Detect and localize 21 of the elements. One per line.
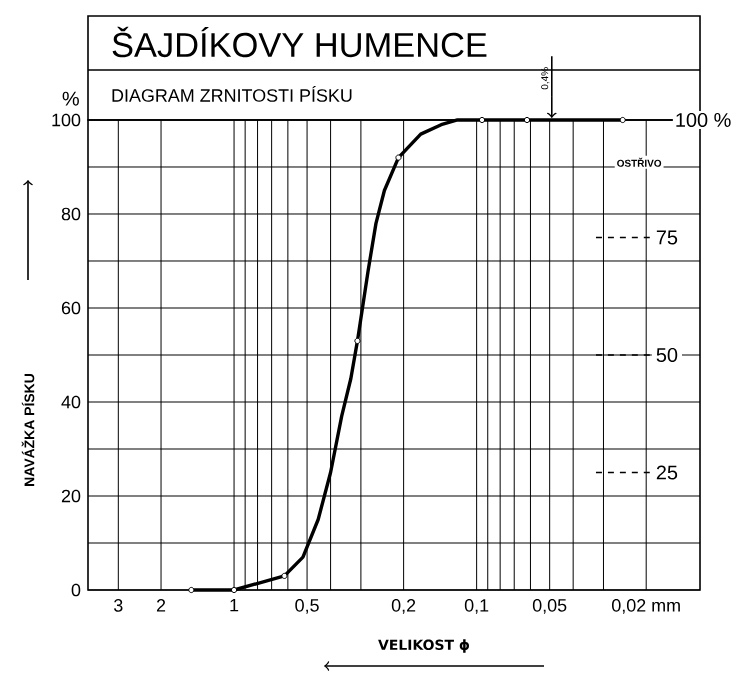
annotation: 100 % — [676, 112, 731, 128]
y-tick-label: 0 — [71, 583, 81, 597]
chart-subtitle: DIAGRAM ZRNITOSTI PÍSKU — [112, 86, 352, 102]
x-tick-label: 1 — [230, 599, 239, 612]
y-tick-label: 20 — [61, 489, 81, 503]
x-tick-label: 0,05 — [532, 599, 567, 614]
y-tick-label: 100 — [52, 113, 81, 127]
y-tick-label: 40 — [61, 395, 81, 409]
text: % — [62, 91, 79, 106]
x-tick-label: 0,02 mm — [612, 599, 680, 614]
x-tick-label: 0,5 — [295, 599, 319, 614]
ref-line-label: 25 — [656, 465, 678, 480]
ref-line-label: 75 — [656, 230, 678, 245]
x-tick-label: 0,1 — [464, 599, 489, 614]
x-tick-label: 2 — [156, 599, 166, 612]
chart-title: ŠAJDÍKOVY HUMENCE — [112, 26, 487, 58]
x-tick-label: 3 — [114, 599, 123, 612]
x-tick-label: 0,2 — [391, 599, 416, 614]
ref-line-label: 50 — [656, 347, 678, 363]
y-tick-label: 60 — [61, 301, 81, 315]
y-tick-label: 80 — [61, 207, 81, 221]
